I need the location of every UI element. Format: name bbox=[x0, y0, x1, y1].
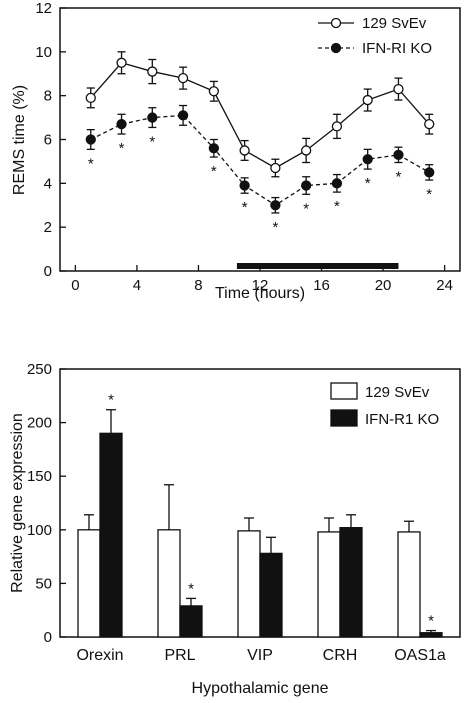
significance-star: * bbox=[426, 186, 432, 203]
category-label: OAS1a bbox=[394, 647, 446, 664]
data-point bbox=[270, 162, 281, 174]
significance-star: * bbox=[365, 175, 371, 192]
category-label: VIP bbox=[247, 647, 273, 664]
legend-swatch-129svev bbox=[330, 382, 358, 400]
top-x-tick-label: 24 bbox=[436, 277, 453, 294]
legend-marker-ifnri-ko bbox=[330, 42, 342, 54]
top-legend: 129 SvEv IFN-RI KO bbox=[318, 15, 432, 57]
top-y-tick-label: 0 bbox=[44, 263, 52, 280]
series-line-ifnri-ko bbox=[90, 114, 430, 207]
data-point bbox=[116, 57, 127, 68]
data-point bbox=[208, 143, 219, 154]
bar-129svev bbox=[157, 529, 181, 638]
bottom-y-tick-label: 200 bbox=[27, 415, 52, 432]
bar-129svev bbox=[397, 531, 421, 638]
data-point bbox=[301, 145, 312, 156]
legend-label-129svev-bar: 129 SvEv bbox=[365, 384, 430, 401]
category-label: PRL bbox=[164, 647, 195, 664]
bottom-y-tick-label: 0 bbox=[44, 629, 52, 646]
top-x-tick-label: 0 bbox=[71, 277, 79, 294]
top-y-axis-label: REMS time (%) bbox=[11, 85, 28, 195]
data-point bbox=[116, 119, 127, 130]
bar-129svev bbox=[237, 530, 261, 638]
data-point bbox=[331, 178, 343, 189]
legend-marker-129svev bbox=[330, 17, 342, 29]
top-y-tick-label: 2 bbox=[44, 219, 52, 236]
data-point bbox=[85, 92, 96, 104]
top-y-tick-label: 4 bbox=[44, 175, 52, 192]
significance-star: * bbox=[303, 200, 309, 217]
data-point bbox=[393, 83, 404, 95]
data-point bbox=[424, 119, 435, 130]
top-x-tick-label: 8 bbox=[194, 277, 202, 294]
bar-129svev bbox=[77, 529, 101, 638]
significance-star: * bbox=[334, 198, 340, 215]
data-point bbox=[208, 86, 219, 97]
top-x-tick-label: 20 bbox=[375, 277, 392, 294]
data-point bbox=[393, 149, 404, 160]
top-x-tick-label: 4 bbox=[133, 277, 141, 294]
data-point bbox=[239, 145, 250, 156]
data-point bbox=[147, 112, 158, 123]
data-point bbox=[270, 200, 281, 211]
significance-star: * bbox=[88, 155, 94, 172]
bar-ifnr1-ko bbox=[339, 527, 363, 638]
data-point bbox=[362, 154, 373, 165]
bottom-y-tick-label: 150 bbox=[27, 468, 52, 485]
data-point bbox=[301, 180, 312, 191]
top-x-tick-label: 16 bbox=[313, 277, 330, 294]
significance-star: * bbox=[428, 613, 434, 630]
series-line-129svev bbox=[90, 62, 430, 169]
bar-ifnr1-ko bbox=[419, 632, 443, 638]
dark-period-bar bbox=[236, 263, 399, 269]
bottom-marks: 0 50 100 150 200 250 Orexin * PRL * VIP CRH OAS1a * bbox=[27, 361, 446, 664]
significance-star: * bbox=[149, 133, 155, 150]
legend-swatch-ifnr1-ko bbox=[330, 409, 358, 427]
significance-star: * bbox=[396, 169, 402, 186]
bottom-x-axis-label: Hypothalamic gene bbox=[192, 680, 329, 697]
data-point bbox=[331, 121, 343, 132]
data-point bbox=[147, 66, 158, 77]
bottom-y-tick-label: 50 bbox=[35, 575, 52, 592]
bottom-y-tick-label: 250 bbox=[27, 361, 52, 378]
significance-star: * bbox=[119, 140, 125, 157]
top-y-tick-label: 12 bbox=[35, 0, 52, 17]
significance-star: * bbox=[188, 580, 194, 597]
gene-expression-bar-chart: 0 50 100 150 200 250 Orexin * PRL * VIP CRH OAS1a * H… bbox=[9, 361, 461, 697]
top-x-axis-label: Time (hours) bbox=[215, 285, 305, 302]
legend-label-129svev: 129 SvEv bbox=[362, 15, 427, 32]
legend-label-ifnri-ko: IFN-RI KO bbox=[362, 40, 432, 57]
bar-ifnr1-ko bbox=[179, 605, 203, 638]
category-label: CRH bbox=[323, 647, 358, 664]
bottom-legend: 129 SvEv IFN-R1 KO bbox=[330, 382, 439, 428]
data-point bbox=[239, 180, 250, 191]
top-y-tick-label: 10 bbox=[35, 44, 52, 61]
significance-star: * bbox=[211, 163, 217, 180]
data-point bbox=[177, 72, 189, 84]
bar-129svev bbox=[317, 531, 341, 638]
top-x-tick-label: 12 bbox=[252, 277, 269, 294]
significance-star: * bbox=[108, 392, 114, 409]
legend-label-ifnr1-ko: IFN-R1 KO bbox=[365, 411, 439, 428]
significance-star: * bbox=[272, 219, 278, 236]
bottom-y-axis-label: Relative gene expression bbox=[9, 413, 26, 593]
data-point bbox=[362, 94, 373, 106]
bar-ifnr1-ko bbox=[99, 432, 123, 638]
significance-star: * bbox=[242, 199, 248, 216]
data-point bbox=[85, 134, 96, 145]
top-y-tick-label: 6 bbox=[44, 132, 52, 149]
data-point bbox=[424, 167, 435, 178]
category-label: Orexin bbox=[76, 647, 123, 664]
bottom-y-tick-label: 100 bbox=[27, 522, 52, 539]
top-y-tick-label: 8 bbox=[44, 88, 52, 105]
bar-ifnr1-ko bbox=[259, 552, 283, 638]
data-point bbox=[177, 110, 189, 121]
